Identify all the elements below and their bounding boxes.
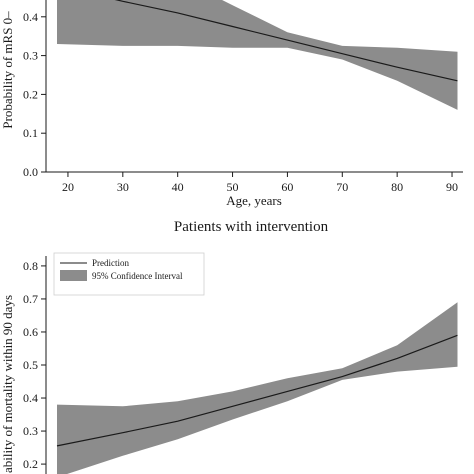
y-tick-label: 0.8 xyxy=(23,259,38,273)
confidence-band xyxy=(57,0,458,110)
y-tick-label: 0.7 xyxy=(23,292,38,306)
x-tick-label: 80 xyxy=(391,180,403,194)
confidence-band xyxy=(57,302,458,474)
y-tick-label: 0.3 xyxy=(23,49,38,63)
prediction-line-layer xyxy=(56,334,458,447)
y-tick-label: 0.1 xyxy=(23,126,38,140)
x-tick-label: 20 xyxy=(62,180,74,194)
prediction-line xyxy=(56,334,458,447)
y-tick-label: 0.5 xyxy=(23,358,38,372)
x-tick-label: 30 xyxy=(117,180,129,194)
legend-ci-swatch xyxy=(60,270,87,281)
prediction-line-layer xyxy=(114,0,458,82)
legend-ci-label: 95% Confidence Interval xyxy=(92,271,183,281)
confidence-band-layer xyxy=(57,0,458,110)
axes-top: 0.0 0.1 0.2 0.3 0.4 20 30 40 50 60 70 80 90 xyxy=(23,0,463,194)
y-axis-title-top: Probability of mRS 0– xyxy=(0,11,15,129)
prediction-line xyxy=(114,0,458,82)
y-tick-label: 0.3 xyxy=(23,424,38,438)
legend: Prediction 95% Confidence Interval xyxy=(53,252,205,296)
legend-prediction-label: Prediction xyxy=(92,258,129,268)
panel-mortality-probability: 0.2 0.3 0.4 0.5 0.6 0.7 0.8 Prediction 95% Con… xyxy=(0,252,458,474)
x-tick-label: 40 xyxy=(172,180,184,194)
axes-bottom: 0.2 0.3 0.4 0.5 0.6 0.7 0.8 xyxy=(23,256,47,474)
x-tick-label: 70 xyxy=(336,180,348,194)
y-tick-label: 0.2 xyxy=(23,457,38,471)
y-tick-label: 0.4 xyxy=(23,391,38,405)
x-tick-label: 90 xyxy=(446,180,458,194)
x-tick-label: 60 xyxy=(281,180,293,194)
x-axis-title-top: Age, years xyxy=(226,193,282,208)
y-tick-label: 0.6 xyxy=(23,325,38,339)
y-axis-title-bottom: ability of mortality within 90 days xyxy=(0,295,15,473)
confidence-band-layer xyxy=(57,302,458,474)
panel-mrs-probability: 0.0 0.1 0.2 0.3 0.4 20 30 40 50 60 70 80 90 Age, yea… xyxy=(0,0,463,208)
y-tick-label: 0.0 xyxy=(23,165,38,179)
y-tick-label: 0.2 xyxy=(23,87,38,101)
panel-title-intervention: Patients with intervention xyxy=(174,219,329,235)
y-tick-label: 0.4 xyxy=(23,10,38,24)
x-tick-label: 50 xyxy=(227,180,239,194)
